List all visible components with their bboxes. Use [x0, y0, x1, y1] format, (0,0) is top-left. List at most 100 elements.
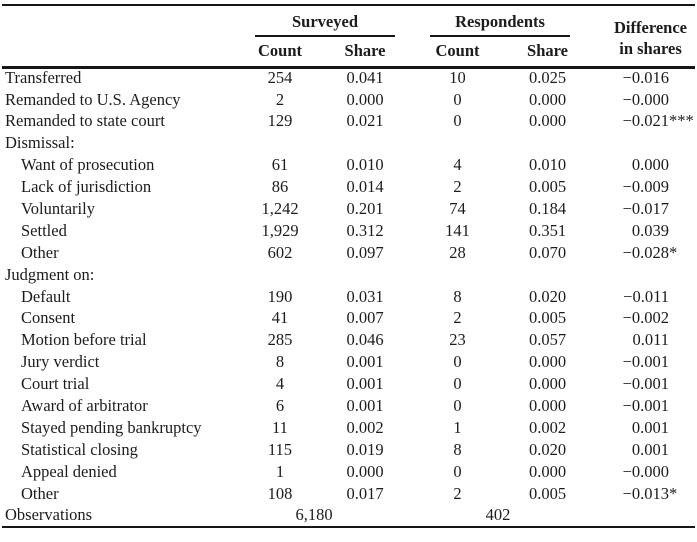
respondents-share-cell: 0.025: [528, 68, 567, 88]
surveyed-count-cell: 285: [267, 330, 293, 350]
row-label: Want of prosecution: [21, 155, 155, 175]
difference-column-header: Difference in shares: [590, 5, 695, 69]
surveyed-group-label: Surveyed: [292, 12, 358, 31]
respondents-share-cell: [505, 133, 590, 155]
row-label: Settled: [21, 220, 67, 240]
difference-value: −0.002: [622, 308, 669, 328]
difference-cell: −0.000: [590, 461, 695, 483]
table-row: Judgment on:: [2, 264, 695, 286]
difference-cell: −0.000: [590, 89, 695, 111]
difference-value: −0.001: [622, 396, 669, 416]
surveyed-share-cell: 0.046: [346, 330, 384, 350]
surveyed-share-header: Share: [320, 37, 410, 69]
respondents-count-cell: 8: [453, 439, 462, 459]
difference-cell: −0.016: [590, 67, 695, 89]
surveyed-count-cell: 6: [275, 396, 285, 416]
significance-stars: *: [669, 242, 678, 262]
surveyed-count-cell: 41: [271, 308, 289, 328]
difference-cell: 0.011: [590, 330, 695, 352]
row-label: Transferred: [5, 68, 82, 88]
table-row: Remanded to state court 129 0.021 0 0.00…: [2, 111, 695, 133]
respondents-count-cell: 8: [453, 286, 462, 306]
surveyed-group-header: Surveyed: [240, 5, 410, 37]
difference-value: −0.001: [622, 374, 669, 394]
row-label: Dismissal:: [5, 133, 75, 153]
respondents-count-cell: 0: [453, 461, 462, 481]
respondents-count-cell: 10: [449, 68, 466, 88]
respondents-share-cell: [505, 264, 590, 286]
table-row: Motion before trial 285 0.046 23 0.057 0…: [2, 330, 695, 352]
difference-cell: −0.028*: [590, 242, 695, 264]
table-row: Stayed pending bankruptcy 11 0.002 1 0.0…: [2, 417, 695, 439]
table-row: Dismissal:: [2, 133, 695, 155]
surveyed-share-cell: 0.001: [346, 374, 384, 394]
significance-stars: ***: [669, 111, 694, 131]
respondents-share-cell: 0.000: [528, 396, 567, 416]
table-header: Surveyed Respondents Difference in share…: [2, 5, 695, 69]
respondents-count-cell: [410, 133, 505, 155]
row-label: Statistical closing: [21, 439, 138, 459]
difference-value: −0.000: [622, 461, 669, 481]
surveyed-count-cell: 2: [275, 89, 285, 109]
difference-cell: 0.000: [590, 155, 695, 177]
table-body: Transferred 254 0.041 10 0.025 −0.016 Re…: [2, 67, 695, 528]
surveyed-share-cell: 0.001: [346, 352, 384, 372]
respondents-share-header: Share: [505, 37, 590, 69]
respondents-share-cell: 0.000: [528, 89, 567, 109]
difference-cell: −0.009: [590, 176, 695, 198]
table-row: Other 108 0.017 2 0.005 −0.013*: [2, 483, 695, 505]
row-label: Default: [21, 286, 71, 306]
difference-cell: −0.013*: [590, 483, 695, 505]
surveyed-share-cell: 0.007: [346, 308, 384, 328]
respondents-share-cell: 0.000: [528, 352, 567, 372]
surveyed-share-cell: [320, 264, 410, 286]
surveyed-count-cell: 1,929: [261, 220, 299, 240]
respondents-share-cell: 0.000: [528, 374, 567, 394]
difference-cell: −0.001: [590, 352, 695, 374]
respondents-share-cell: 0.184: [528, 199, 567, 219]
respondents-share-cell: 0.020: [528, 286, 567, 306]
difference-value: 0.001: [631, 439, 669, 459]
table-row: Settled 1,929 0.312 141 0.351 0.039: [2, 220, 695, 242]
row-label: Judgment on:: [5, 264, 95, 284]
row-label: Other: [21, 242, 59, 262]
observations-surveyed-total: 6,180: [240, 504, 410, 528]
respondents-share-cell: 0.057: [528, 330, 567, 350]
surveyed-share-cell: 0.002: [346, 417, 384, 437]
surveyed-share-cell: 0.001: [346, 396, 384, 416]
surveyed-share-cell: 0.019: [346, 439, 384, 459]
difference-value: −0.021: [622, 111, 669, 131]
surveyed-share-cell: 0.017: [346, 483, 384, 503]
difference-value: −0.028: [622, 242, 669, 262]
difference-value: 0.001: [631, 417, 669, 437]
respondents-share-cell: 0.005: [528, 177, 567, 197]
surveyed-count-cell: 4: [275, 374, 285, 394]
difference-value: 0.011: [632, 330, 669, 350]
row-label: Motion before trial: [21, 330, 147, 350]
difference-cell: −0.021***: [590, 111, 695, 133]
respondents-count-header: Count: [410, 37, 505, 69]
surveyed-count-cell: 108: [267, 483, 293, 503]
respondents-share-cell: 0.005: [528, 308, 567, 328]
surveyed-count-cell: 1: [275, 461, 285, 481]
difference-cell: −0.001: [590, 373, 695, 395]
respondents-count-cell: 23: [449, 330, 466, 350]
table-row: Voluntarily 1,242 0.201 74 0.184 −0.017: [2, 198, 695, 220]
row-label: Lack of jurisdiction: [21, 177, 152, 197]
respondents-share-cell: 0.020: [528, 439, 567, 459]
case-outcomes-table: Surveyed Respondents Difference in share…: [2, 4, 695, 528]
surveyed-underline: [255, 35, 395, 37]
row-label: Voluntarily: [21, 199, 95, 219]
surveyed-share-cell: 0.201: [346, 199, 384, 219]
surveyed-share-cell: 0.010: [346, 155, 384, 175]
respondents-group-header: Respondents: [410, 5, 590, 37]
difference-value: 0.039: [631, 220, 669, 240]
respondents-count-cell: 0: [453, 396, 462, 416]
surveyed-share-cell: 0.014: [346, 177, 384, 197]
difference-value: −0.000: [622, 89, 669, 109]
table-row: Statistical closing 115 0.019 8 0.020 0.…: [2, 439, 695, 461]
corner-empty-cell: [2, 5, 240, 69]
surveyed-count-cell: 86: [271, 177, 289, 197]
respondents-share-cell: 0.002: [528, 417, 567, 437]
respondents-group-label: Respondents: [455, 12, 545, 31]
